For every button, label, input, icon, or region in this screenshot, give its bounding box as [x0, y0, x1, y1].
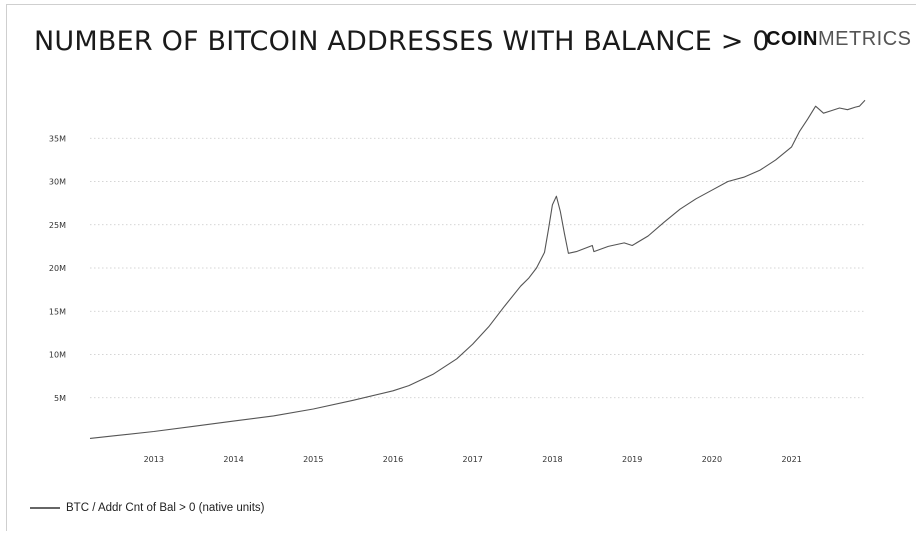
x-axis-ticks: 2013 2014 2015 2016 2017 2018 2019 2020 2021 [144, 455, 802, 464]
y-tick-label: 30M [49, 178, 66, 187]
x-tick-label: 2020 [702, 455, 722, 464]
x-tick-label: 2014 [223, 455, 243, 464]
y-tick-label: 10M [49, 351, 66, 360]
coinmetrics-logo: COINMETRICS [766, 28, 912, 51]
y-tick-label: 15M [49, 307, 66, 316]
x-tick-label: 2016 [383, 455, 403, 464]
gridlines [90, 137, 865, 399]
brand-light-text: METRICS [818, 28, 912, 50]
y-tick-label: 5M [54, 394, 66, 403]
x-tick-label: 2019 [622, 455, 642, 464]
series-lines [89, 99, 866, 439]
chart-title: NUMBER OF BITCOIN ADDRESSES WITH BALANCE… [34, 26, 770, 57]
y-tick-label: 25M [49, 221, 66, 230]
y-tick-label: 20M [49, 264, 66, 273]
x-tick-label: 2013 [144, 455, 164, 464]
legend: BTC / Addr Cnt of Bal > 0 (native units) [30, 502, 264, 514]
y-axis-ticks: 5M 10M 15M 20M 25M 30M 35M [49, 134, 66, 403]
y-tick-label: 35M [49, 134, 66, 143]
series-line [89, 99, 866, 439]
chart-frame [6, 4, 916, 531]
x-tick-label: 2015 [303, 455, 323, 464]
legend-label: BTC / Addr Cnt of Bal > 0 (native units) [66, 502, 265, 514]
x-tick-label: 2021 [781, 455, 801, 464]
x-tick-label: 2017 [463, 455, 483, 464]
brand-bold-text: COIN [766, 28, 818, 50]
legend-swatch [30, 506, 60, 509]
x-tick-label: 2018 [542, 455, 562, 464]
